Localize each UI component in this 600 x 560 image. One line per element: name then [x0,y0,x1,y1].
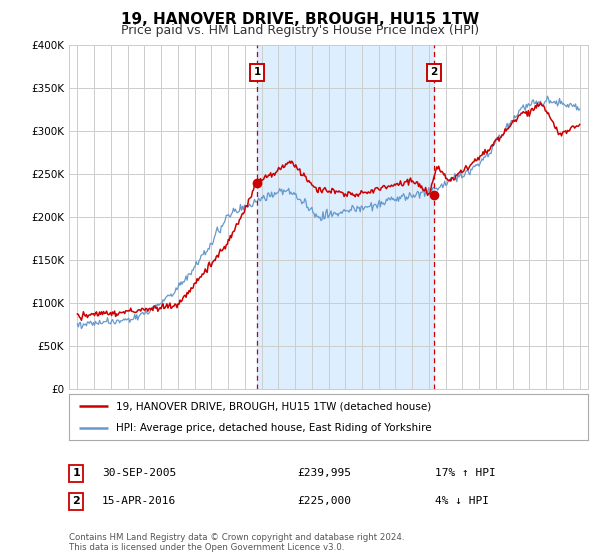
Text: £225,000: £225,000 [297,496,351,506]
Text: This data is licensed under the Open Government Licence v3.0.: This data is licensed under the Open Gov… [69,543,344,552]
Text: 19, HANOVER DRIVE, BROUGH, HU15 1TW: 19, HANOVER DRIVE, BROUGH, HU15 1TW [121,12,479,27]
Text: 15-APR-2016: 15-APR-2016 [102,496,176,506]
Text: 4% ↓ HPI: 4% ↓ HPI [435,496,489,506]
Text: 2: 2 [73,496,80,506]
Bar [257,45,434,389]
Text: HPI: Average price, detached house, East Riding of Yorkshire: HPI: Average price, detached house, East… [116,423,431,433]
Text: 2: 2 [430,67,437,77]
Text: 19, HANOVER DRIVE, BROUGH, HU15 1TW (detached house): 19, HANOVER DRIVE, BROUGH, HU15 1TW (det… [116,401,431,411]
Text: 1: 1 [73,468,80,478]
Text: £239,995: £239,995 [297,468,351,478]
Text: 17% ↑ HPI: 17% ↑ HPI [435,468,496,478]
Text: 30-SEP-2005: 30-SEP-2005 [102,468,176,478]
Text: Contains HM Land Registry data © Crown copyright and database right 2024.: Contains HM Land Registry data © Crown c… [69,533,404,542]
Text: 1: 1 [254,67,261,77]
Text: Price paid vs. HM Land Registry's House Price Index (HPI): Price paid vs. HM Land Registry's House … [121,24,479,36]
